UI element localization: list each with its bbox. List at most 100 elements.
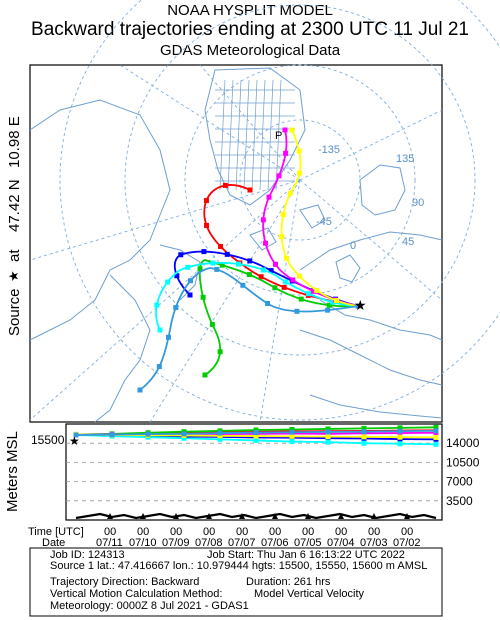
- trajectory-marker-2-1: [326, 302, 332, 308]
- time-tick-label-5: 00: [269, 526, 281, 538]
- trajectory-marker-4-10: [282, 127, 288, 133]
- time-tick-marker-0: [107, 513, 113, 519]
- time-tick-label-7: 00: [335, 526, 347, 538]
- date-tick-label-2: 07/09: [162, 537, 190, 549]
- trajectory-marker-0-9: [222, 182, 228, 188]
- trajectory-marker-0-8: [203, 198, 209, 204]
- arctic-grid-v-3: [243, 79, 250, 191]
- arctic-grid-v-1: [227, 79, 234, 191]
- lon-label-90: 90: [412, 197, 424, 209]
- date-tick-label-7: 07/04: [327, 537, 355, 549]
- time-tick-label-0: 00: [104, 526, 116, 538]
- meteorology: Meteorology: 0000Z 8 Jul 2021 - GDAS1: [50, 600, 249, 612]
- date-tick-label-0: 07/11: [96, 537, 123, 549]
- height-point-3-10: [433, 441, 439, 447]
- trajectory-marker-5-1: [333, 298, 339, 304]
- trajectory-marker-6-1: [325, 307, 331, 313]
- height-point-2-10: [433, 424, 439, 430]
- title-line-3: GDAS Meteorological Data: [159, 42, 341, 59]
- lon-label-minus135: -135: [318, 144, 340, 156]
- source-info: Source 1 lat.: 47.416667 lon.: 10.979444…: [50, 560, 428, 572]
- time-axis-label: Time [UTC]: [28, 526, 84, 538]
- arctic-grid-v-2: [235, 79, 242, 191]
- meridian-3: [299, 109, 443, 181]
- time-tick-marker-4: [239, 513, 245, 519]
- date-tick-label-1: 07/10: [129, 537, 157, 549]
- trajectory-marker-3-7: [185, 264, 191, 270]
- pole-marker: P: [275, 130, 282, 142]
- height-point-6-1: [109, 432, 115, 438]
- height-point-6-3: [181, 431, 187, 437]
- trajectory-marker-2-8: [209, 321, 215, 327]
- trajectory-marker-0-4: [258, 274, 264, 280]
- trajectory-path-3: [155, 261, 359, 331]
- lon-label-45: 45: [402, 236, 414, 248]
- trajectory-marker-3-3: [283, 279, 289, 285]
- height-point-6-8: [361, 429, 367, 435]
- trajectory-marker-1-7: [201, 249, 207, 255]
- trajectory-marker-5-9: [296, 148, 302, 154]
- date-tick-label-6: 07/05: [294, 537, 322, 549]
- trajectory-marker-3-8: [165, 279, 171, 285]
- arctic-grid-v-7: [275, 79, 282, 191]
- job-start: Job Start: Thu Jan 6 16:13:22 UTC 2022: [207, 549, 405, 561]
- info-box: [29, 547, 443, 617]
- trajectory-marker-4-3: [290, 277, 296, 283]
- height-point-2-8: [361, 425, 367, 431]
- map-frame: [29, 64, 443, 423]
- height-point-6-7: [325, 429, 331, 435]
- trajectory-marker-6-8: [165, 334, 171, 340]
- trajectory-marker-4-7: [266, 194, 272, 200]
- trajectory-marker-2-9: [217, 349, 223, 355]
- height-point-3-9: [397, 441, 403, 447]
- height-series: [73, 424, 439, 447]
- height-point-3-4: [217, 436, 223, 442]
- trajectory-marker-2-6: [197, 266, 203, 272]
- vertical-motion-value: Model Vertical Velocity: [254, 588, 365, 600]
- start-star-marker: ★: [69, 434, 80, 448]
- vertical-motion-method: Vertical Motion Calculation Method:: [50, 588, 223, 600]
- height-point-3-5: [253, 437, 259, 443]
- height-point-2-9: [397, 425, 403, 431]
- lon-label-135: 135: [396, 153, 414, 165]
- height-point-5-4: [217, 433, 223, 439]
- height-point-5-10: [433, 434, 439, 440]
- trajectory-marker-2-4: [246, 272, 252, 278]
- source-star-marker: ★: [354, 297, 367, 313]
- height-tick-label-1: 10500: [446, 455, 480, 469]
- coastline-8: [335, 254, 361, 283]
- coastline-2: [94, 274, 151, 423]
- latitude-circle-2: [124, 4, 476, 356]
- trajectory-marker-5-4: [284, 255, 290, 261]
- height-point-3-8: [361, 440, 367, 446]
- trajectory-marker-4-2: [310, 288, 316, 294]
- trajectory-marker-3-9: [154, 302, 160, 308]
- trajectory-marker-6-3: [265, 301, 271, 307]
- height-point-3-7: [325, 439, 331, 445]
- coastline-3: [159, 244, 201, 301]
- height-point-2-6: [289, 426, 295, 432]
- trajectory-marker-4-6: [260, 217, 266, 223]
- title-line-1: NOAA HYSPLIT MODEL: [167, 2, 333, 19]
- trajectory-marker-6-2: [294, 308, 300, 314]
- trajectories: [137, 127, 361, 393]
- trajectory-marker-4-8: [276, 173, 282, 179]
- time-tick-label-9: 00: [401, 526, 413, 538]
- coastline-11: [249, 227, 277, 251]
- trajectory-marker-5-8: [297, 170, 303, 176]
- time-tick-marker-9: [404, 513, 410, 519]
- trajectory-marker-3-2: [306, 291, 312, 297]
- time-tick-marker-6: [305, 513, 311, 519]
- height-point-2-7: [325, 426, 331, 432]
- height-point-6-10: [433, 428, 439, 434]
- duration: Duration: 261 hrs: [246, 576, 331, 588]
- trajectory-path-2: [198, 259, 359, 376]
- trajectory-marker-6-7: [173, 305, 179, 311]
- trajectory-marker-2-10: [202, 372, 208, 378]
- height-tick-label-3: 3500: [446, 494, 473, 508]
- time-tick-marker-3: [206, 513, 212, 519]
- trajectory-marker-3-1: [330, 299, 336, 305]
- trajectory-marker-2-5: [219, 262, 225, 268]
- trajectory-marker-6-10: [137, 387, 143, 393]
